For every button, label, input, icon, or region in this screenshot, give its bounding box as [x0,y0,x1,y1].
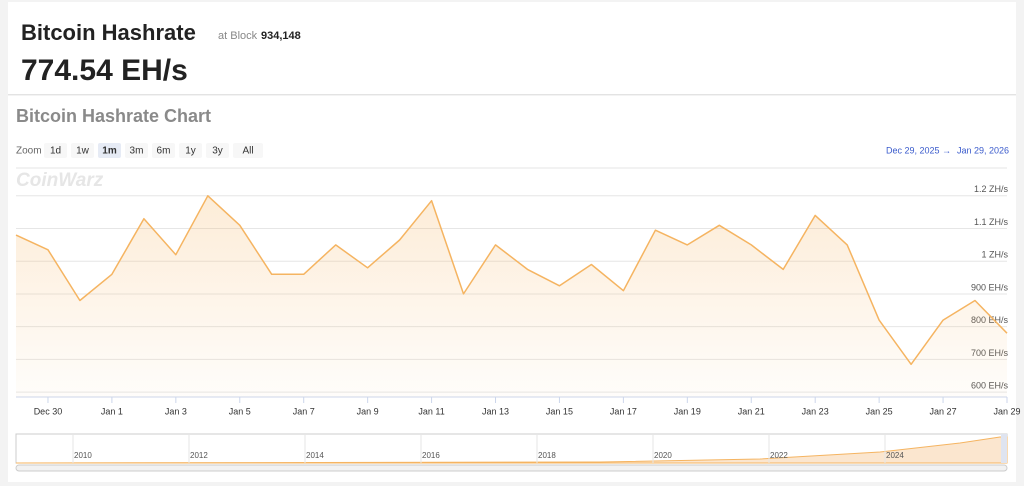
zoom-button[interactable] [152,143,175,158]
area [16,195,1007,397]
x-tick-label: Jan 3 [165,406,187,416]
zoom-button-label[interactable]: 1m [102,146,117,157]
current-hashrate: 774.54 EH/s [21,54,188,87]
zoom-button-label[interactable]: 3y [212,146,223,157]
navigator-year: 2014 [306,451,324,460]
zoom-button-label[interactable]: 6m [157,146,171,157]
x-tick-label: Jan 29 [993,406,1020,416]
block-prefix: at Block [218,30,258,42]
range-to: Jan 29, 2026 [957,145,1009,155]
zoom-button-label[interactable]: All [242,146,253,157]
x-tick-label: Jan 5 [229,406,251,416]
zoom-button-label[interactable]: 1w [76,146,90,157]
navigator-year: 2016 [422,451,440,460]
navigator-year: 2012 [190,451,208,460]
y-tick-label: 1.2 ZH/s [974,184,1009,194]
navigator-window[interactable] [1001,434,1007,463]
x-tick-label: Jan 25 [866,406,893,416]
x-tick-label: Jan 19 [674,406,701,416]
navigator-year: 2010 [74,451,92,460]
zoom-button[interactable] [206,143,229,158]
x-tick-label: Jan 23 [802,406,829,416]
zoom-button[interactable] [44,143,67,158]
x-tick-label: Jan 17 [610,406,637,416]
navigator-year: 2022 [770,451,788,460]
zoom-button[interactable] [71,143,94,158]
x-tick-label: Jan 1 [101,406,123,416]
zoom-label: Zoom [16,146,42,157]
x-tick-label: Jan 13 [482,406,509,416]
zoom-button-label[interactable]: 3m [130,146,144,157]
x-tick-label: Jan 7 [293,406,315,416]
range-from: Dec 29, 2025 [886,145,940,155]
zoom-button[interactable] [98,143,121,158]
zoom-button[interactable] [125,143,148,158]
navigator-year: 2020 [654,451,672,460]
zoom-button-label[interactable]: 1d [50,146,61,157]
y-tick-label: 1.1 ZH/s [974,217,1009,227]
range-arrow: → [942,145,951,155]
chart-title: Bitcoin Hashrate Chart [16,106,211,126]
zoom-button[interactable] [233,143,263,158]
zoom-button-label[interactable]: 1y [185,146,196,157]
header: Bitcoin Hashrate at Block 934,148 774.54… [8,2,1016,95]
watermark: CoinWarz [16,170,104,191]
x-tick-label: Jan 27 [930,406,957,416]
block-number: 934,148 [261,30,301,42]
x-tick-label: Jan 11 [418,406,444,416]
x-tick-label: Dec 30 [34,406,63,416]
scrollbar[interactable] [15,464,1008,472]
title: Bitcoin Hashrate [21,20,196,45]
x-tick-label: Jan 21 [738,406,765,416]
y-tick-label: 900 EH/s [971,282,1009,292]
navigator-year: 2018 [538,451,556,460]
x-tick-label: Jan 9 [357,406,379,416]
x-tick-label: Jan 15 [546,406,573,416]
navigator-year: 2024 [886,451,904,460]
y-tick-label: 1 ZH/s [981,250,1008,260]
zoom-button[interactable] [179,143,202,158]
line [15,195,1008,366]
